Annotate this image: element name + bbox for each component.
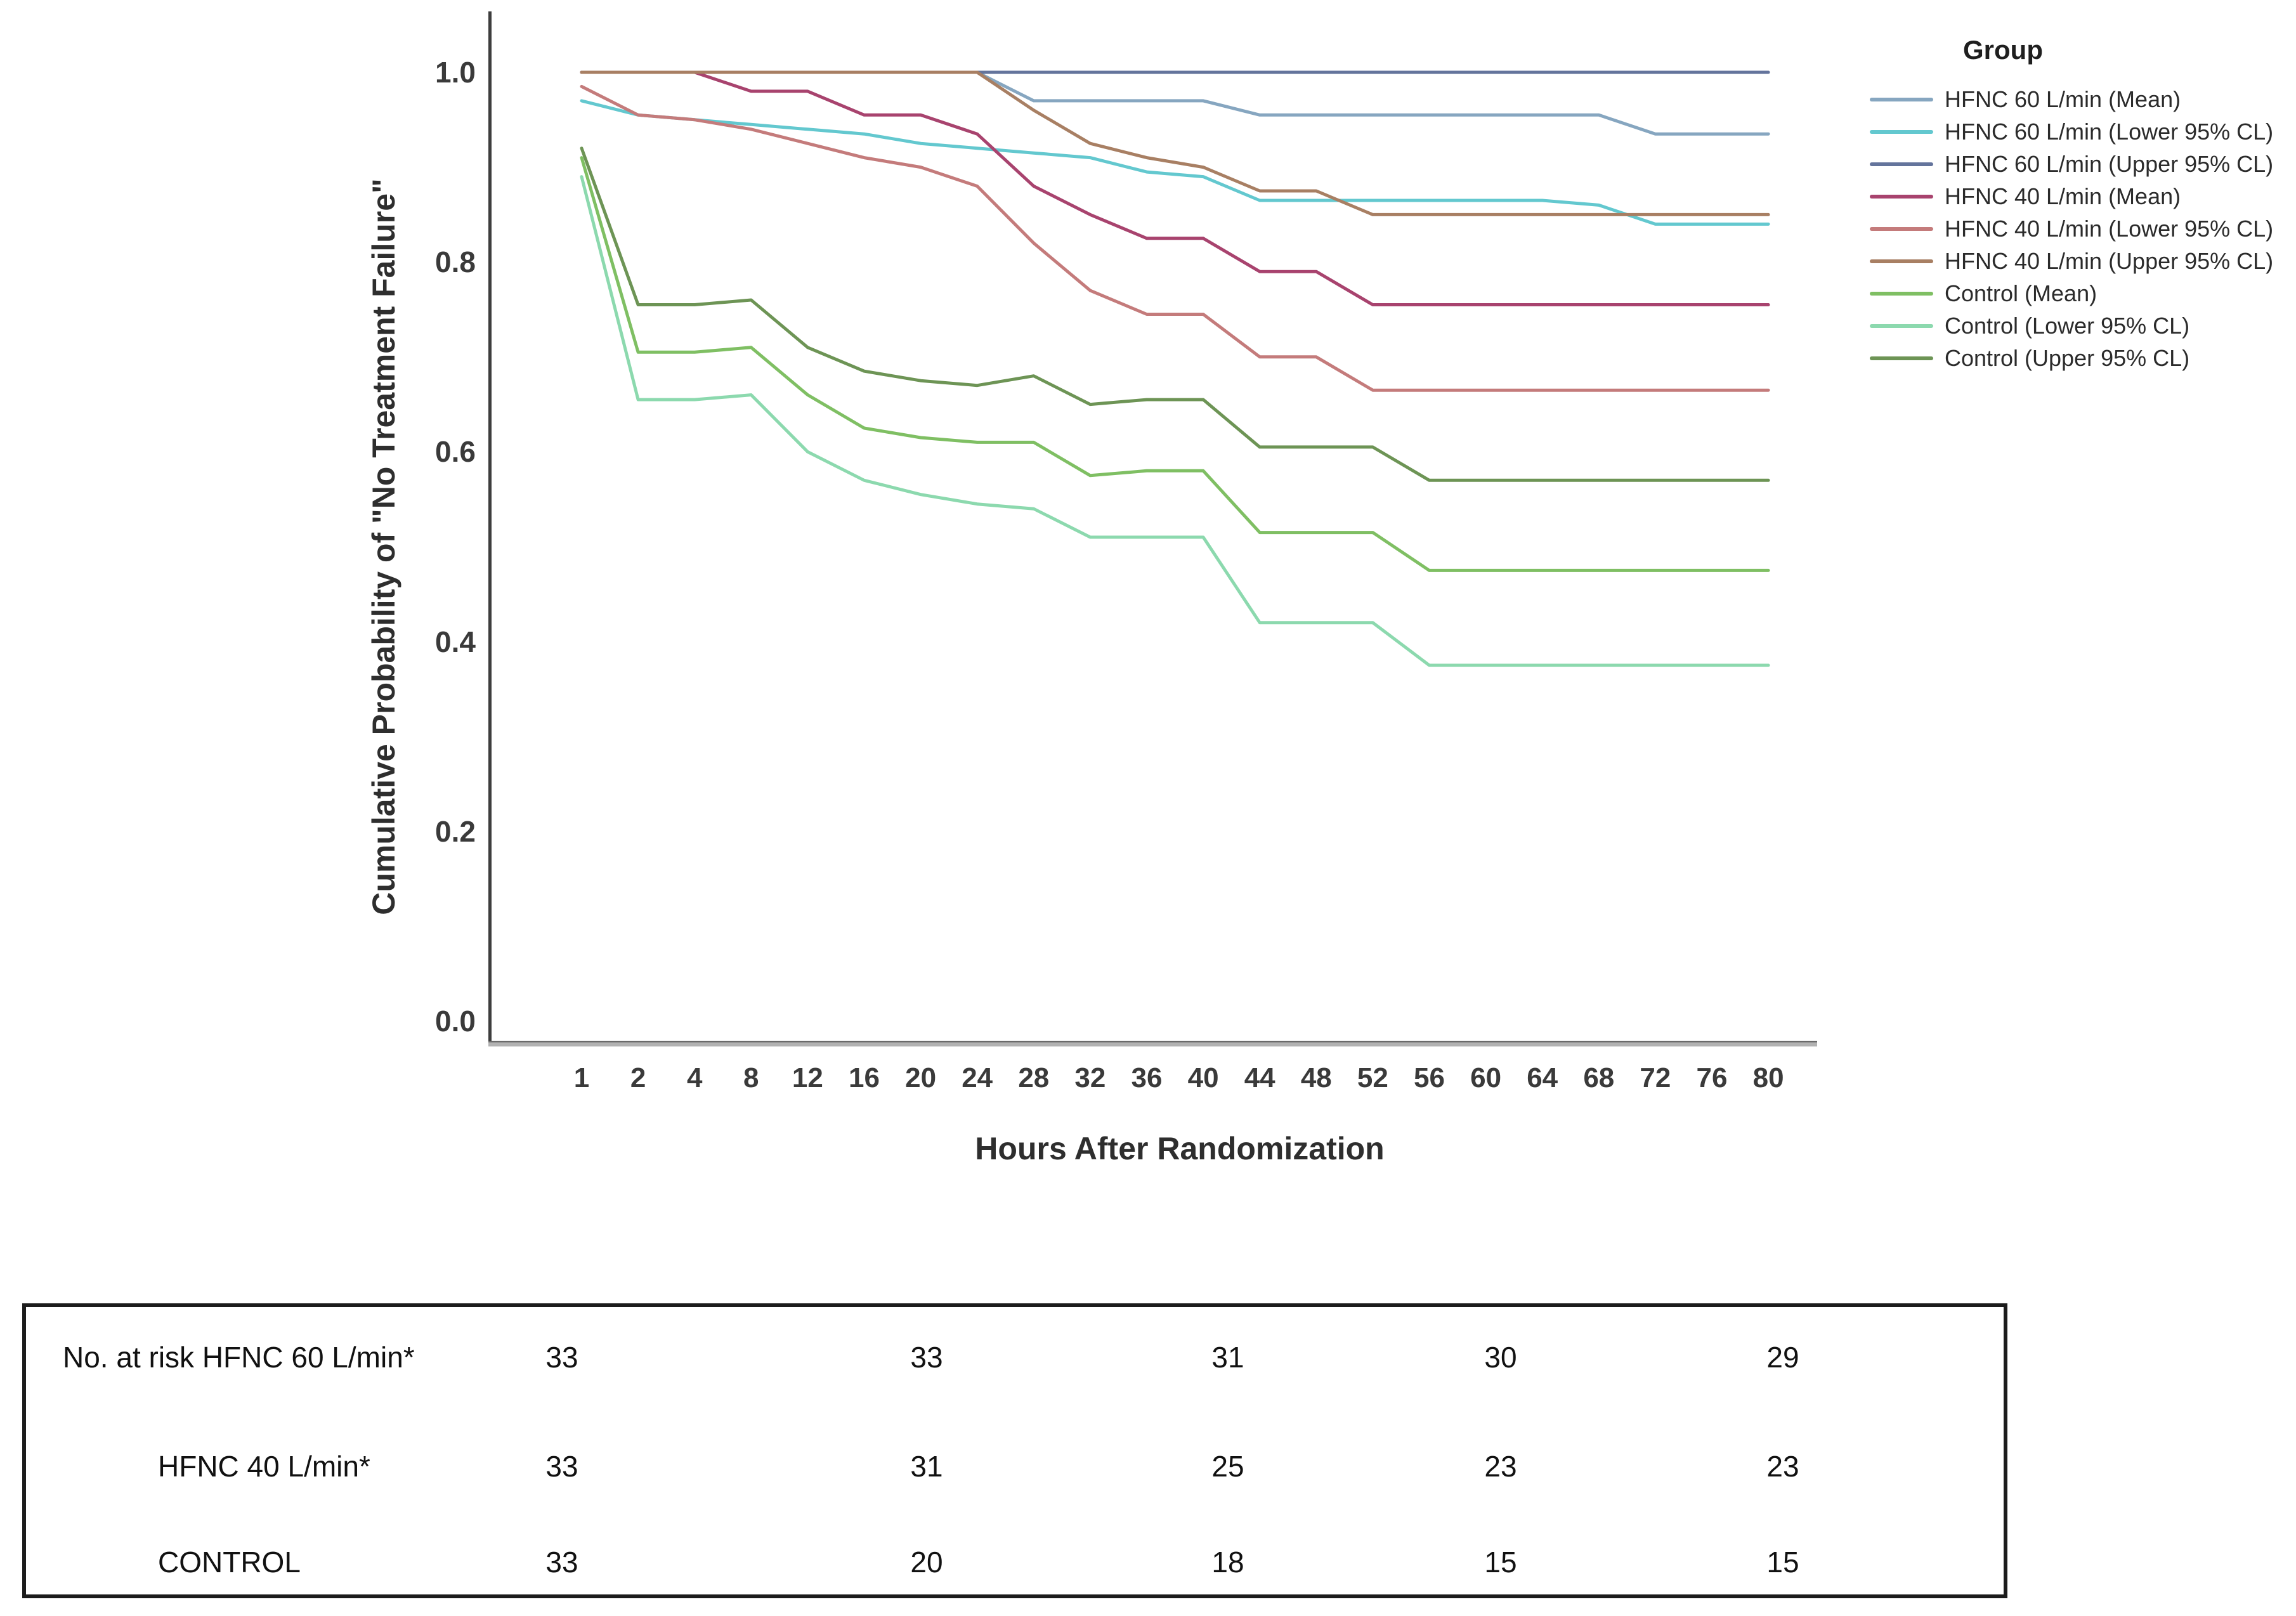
x-tick-68: 68: [1583, 1062, 1615, 1093]
risk-value: 31: [1211, 1341, 1244, 1374]
legend-swatch-hfnc-60-l-min-upper-95-cl: [1870, 162, 1933, 166]
legend-entry-hfnc-40-l-min-upper-95-cl: HFNC 40 L/min (Upper 95% CL): [1870, 245, 2276, 277]
x-tick-4: 4: [686, 1062, 703, 1093]
legend: Group HFNC 60 L/min (Mean) HFNC 60 L/min …: [1870, 35, 2276, 374]
x-tick-16: 16: [849, 1062, 880, 1093]
risk-value: 15: [1766, 1546, 1799, 1579]
risk-value: 20: [910, 1546, 943, 1579]
x-tick-8: 8: [743, 1062, 759, 1093]
y-tick-0.8: 0.8: [435, 245, 476, 279]
x-tick-56: 56: [1414, 1062, 1445, 1093]
risk-value: 30: [1484, 1341, 1517, 1374]
legend-swatch-hfnc-40-l-min-upper-95-cl: [1870, 259, 1933, 263]
risk-value: 18: [1211, 1546, 1244, 1579]
series-line-hfnc-60-l-min-mean: [580, 70, 1770, 136]
y-tick-0.2: 0.2: [435, 814, 476, 848]
x-axis-title: Hours After Randomization: [975, 1131, 1385, 1166]
risk-row-label-control: CONTROL: [158, 1546, 301, 1579]
legend-title: Group: [1963, 35, 2043, 65]
legend-swatch-hfnc-40-l-min-mean: [1870, 194, 1933, 199]
legend-entry-control-lower-95-cl: Control (Lower 95% CL): [1870, 310, 2276, 342]
risk-value: 15: [1484, 1546, 1517, 1579]
legend-label: HFNC 60 L/min (Lower 95% CL): [1945, 118, 2274, 145]
y-tick-1.0: 1.0: [435, 56, 476, 89]
x-tick-24: 24: [962, 1062, 993, 1093]
x-tick-36: 36: [1131, 1062, 1163, 1093]
series-line-control-mean: [580, 156, 1770, 572]
legend-swatch-hfnc-40-l-min-lower-95-cl: [1870, 226, 1933, 231]
series-line-control-lower-95-cl: [580, 175, 1770, 667]
legend-label: HFNC 60 L/min (Upper 95% CL): [1945, 150, 2274, 177]
legend-label: HFNC 40 L/min (Mean): [1945, 183, 2181, 209]
legend-swatch-hfnc-60-l-min-mean: [1870, 97, 1933, 101]
x-axis-line: [488, 1041, 1817, 1046]
x-tick-20: 20: [905, 1062, 937, 1093]
risk-value: 33: [545, 1341, 578, 1374]
risk-row-label-no-at-risk-hfnc-60-l-min: No. at risk HFNC 60 L/min*: [63, 1341, 415, 1374]
series-line-control-upper-95-cl: [580, 147, 1770, 482]
x-tick-1: 1: [573, 1062, 590, 1093]
x-tick-52: 52: [1357, 1062, 1388, 1093]
x-tick-40: 40: [1187, 1062, 1219, 1093]
legend-entries: HFNC 60 L/min (Mean) HFNC 60 L/min (Lower…: [1870, 83, 2276, 374]
y-axis-title: Cumulative Probability of "No Treatment …: [366, 178, 401, 915]
x-tick-80: 80: [1752, 1062, 1784, 1093]
risk-row-label-hfnc-40-l-min: HFNC 40 L/min*: [158, 1450, 370, 1483]
legend-entry-control-mean: Control (Mean): [1870, 277, 2276, 310]
legend-swatch-control-mean: [1870, 291, 1933, 296]
series-line-hfnc-40-l-min-lower-95-cl: [580, 84, 1770, 392]
series-line-hfnc-60-l-min-lower-95-cl: [580, 99, 1770, 226]
legend-entry-control-upper-95-cl: Control (Upper 95% CL): [1870, 342, 2276, 374]
risk-value: 33: [910, 1341, 943, 1374]
legend-entry-hfnc-60-l-min-lower-95-cl: HFNC 60 L/min (Lower 95% CL): [1870, 115, 2276, 148]
x-tick-28: 28: [1018, 1062, 1050, 1093]
legend-entry-hfnc-40-l-min-mean: HFNC 40 L/min (Mean): [1870, 180, 2276, 212]
y-tick-0.6: 0.6: [435, 435, 476, 469]
legend-entry-hfnc-60-l-min-upper-95-cl: HFNC 60 L/min (Upper 95% CL): [1870, 148, 2276, 180]
y-tick-0.0: 0.0: [435, 1005, 476, 1038]
legend-label: HFNC 40 L/min (Upper 95% CL): [1945, 247, 2274, 274]
legend-swatch-control-lower-95-cl: [1870, 323, 1933, 328]
legend-label: Control (Upper 95% CL): [1945, 344, 2190, 371]
x-tick-12: 12: [792, 1062, 823, 1093]
series-line-hfnc-40-l-min-upper-95-cl: [580, 70, 1770, 216]
y-axis-line: [488, 11, 492, 1046]
x-tick-48: 48: [1300, 1062, 1332, 1093]
legend-swatch-control-upper-95-cl: [1870, 356, 1933, 360]
risk-value: 31: [910, 1450, 943, 1483]
risk-value: 33: [545, 1450, 578, 1483]
risk-value: 23: [1766, 1450, 1799, 1483]
legend-label: Control (Mean): [1945, 280, 2097, 306]
risk-value: 25: [1211, 1450, 1244, 1483]
x-tick-76: 76: [1696, 1062, 1728, 1093]
risk-value: 33: [545, 1546, 578, 1579]
legend-label: HFNC 60 L/min (Mean): [1945, 86, 2181, 112]
risk-value: 29: [1766, 1341, 1799, 1374]
x-tick-72: 72: [1640, 1062, 1671, 1093]
x-tick-64: 64: [1527, 1062, 1558, 1093]
y-tick-0.4: 0.4: [435, 625, 476, 658]
series-line-hfnc-40-l-min-mean: [580, 70, 1770, 306]
legend-swatch-hfnc-60-l-min-lower-95-cl: [1870, 129, 1933, 134]
x-tick-2: 2: [630, 1062, 646, 1093]
legend-entry-hfnc-60-l-min-mean: HFNC 60 L/min (Mean): [1870, 83, 2276, 115]
legend-label: HFNC 40 L/min (Lower 95% CL): [1945, 215, 2274, 242]
x-tick-60: 60: [1470, 1062, 1502, 1093]
x-tick-44: 44: [1244, 1062, 1275, 1093]
risk-value: 23: [1484, 1450, 1517, 1483]
number-at-risk-table: No. at risk HFNC 60 L/min* 33 33 31 30 29 HFNC…: [22, 1303, 2007, 1598]
x-tick-32: 32: [1074, 1062, 1106, 1093]
legend-entry-hfnc-40-l-min-lower-95-cl: HFNC 40 L/min (Lower 95% CL): [1870, 212, 2276, 245]
legend-label: Control (Lower 95% CL): [1945, 312, 2190, 339]
